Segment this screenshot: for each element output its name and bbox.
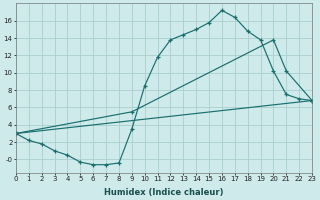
X-axis label: Humidex (Indice chaleur): Humidex (Indice chaleur)	[104, 188, 224, 197]
